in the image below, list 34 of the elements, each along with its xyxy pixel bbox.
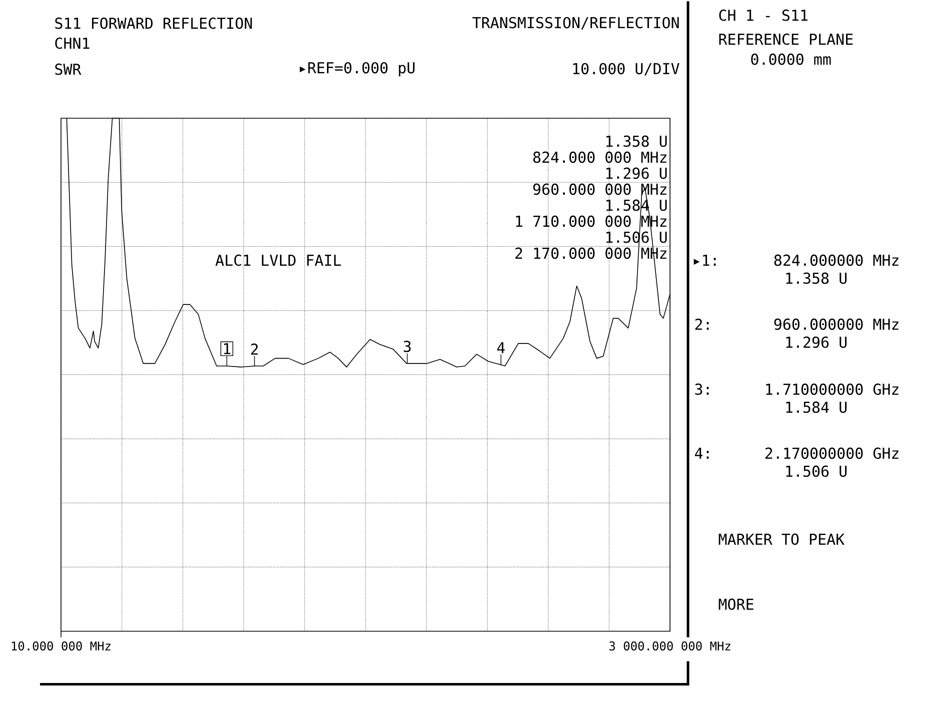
text: 4:	[694, 448, 709, 459]
text: 1.710000000 GHz	[766, 383, 898, 395]
annotation: 960.000 000 MHz	[533, 183, 666, 195]
chart-title: S11 FORWARD REFLECTION	[55, 17, 252, 29]
text: 1.506 U	[786, 465, 847, 477]
text: MARKER TO PEAK	[718, 533, 845, 545]
text: ▸REF=0.000 pU	[300, 62, 415, 76]
text: 2:	[695, 318, 709, 330]
annotation: 824.000 000 MHz	[533, 151, 666, 163]
annotation: 1.296 U	[606, 167, 667, 179]
text: 1.358 U	[786, 272, 847, 284]
text: 3:	[695, 383, 709, 395]
text: REFERENCE PLANE	[719, 33, 853, 45]
text: 1.584 U	[786, 401, 847, 413]
annotation: ALC1 LVLD FAIL	[215, 254, 341, 266]
annotation: 1.358 U	[606, 135, 667, 147]
y-axis-title: SWR	[55, 63, 82, 75]
text: 0.0000 mm	[751, 53, 831, 65]
annotation: 2	[251, 343, 258, 355]
text: ▸1:	[694, 254, 716, 266]
text: 2.170000000 GHz	[765, 447, 898, 459]
text: CH 1 - S11	[719, 9, 808, 21]
annotation: 4	[497, 342, 505, 354]
text: MORE	[718, 598, 754, 610]
text: TRANSMISSION/REFLECTION	[472, 16, 679, 30]
text: 960.000000 MHz	[774, 318, 898, 330]
chart-subtitle: CHN1	[55, 37, 90, 49]
text: 824.000000 MHz	[774, 254, 898, 266]
text: 10.000 U/DIV	[573, 62, 680, 76]
x-tick-label: 3 000.000 000 MHz	[609, 641, 730, 650]
annotation: 1	[224, 343, 230, 354]
text: 1.296 U	[786, 336, 847, 348]
x-tick-label: 10.000 000 MHz	[12, 641, 110, 650]
annotation: 3	[404, 340, 411, 352]
